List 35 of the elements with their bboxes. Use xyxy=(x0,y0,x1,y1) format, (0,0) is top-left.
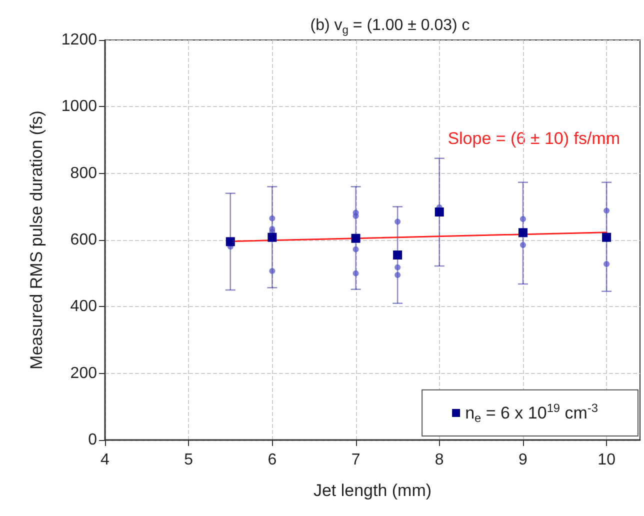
x-tick-label: 6 xyxy=(268,452,277,468)
y-tick-label: 600 xyxy=(70,232,98,248)
point xyxy=(269,215,276,222)
point xyxy=(394,264,401,270)
point xyxy=(352,246,359,252)
y-tick-label: 0 xyxy=(88,432,98,448)
x-tick-label: 4 xyxy=(100,452,110,468)
point xyxy=(268,232,277,242)
point xyxy=(520,242,526,248)
point xyxy=(351,234,360,243)
x-tick-label: 9 xyxy=(518,452,528,468)
y-tick-label: 400 xyxy=(70,298,98,316)
y-axis-title: Measured RMS pulse duration (fs) xyxy=(27,110,46,370)
y-tick-label: 1000 xyxy=(61,98,98,116)
y-tick-label: 200 xyxy=(70,364,98,382)
y-tick-label: 800 xyxy=(70,164,98,182)
point xyxy=(604,261,610,267)
point xyxy=(518,228,528,238)
x-tick-label: 10 xyxy=(598,452,616,468)
point xyxy=(269,268,276,274)
point xyxy=(602,232,612,242)
point xyxy=(394,218,401,225)
x-tick-label: 5 xyxy=(184,452,194,468)
x-tick-label: 8 xyxy=(434,452,444,468)
x-tick-label: 7 xyxy=(351,452,360,468)
point xyxy=(226,237,235,246)
y-tick-label: 1200 xyxy=(61,32,98,48)
point xyxy=(604,208,610,214)
point xyxy=(434,208,444,216)
point xyxy=(393,250,402,260)
point xyxy=(394,272,401,278)
point xyxy=(352,213,359,219)
point xyxy=(352,270,359,276)
point xyxy=(520,216,526,222)
x-axis-title: Jet length (mm) xyxy=(313,481,432,500)
